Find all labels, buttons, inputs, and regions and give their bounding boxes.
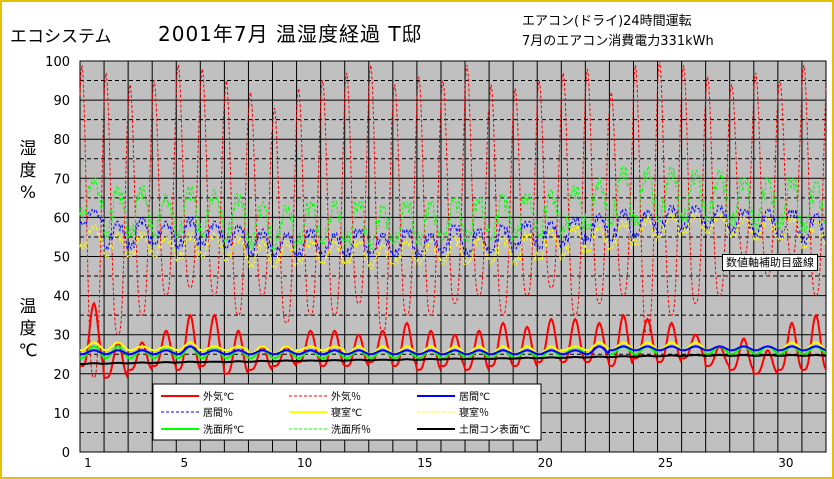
- x-tick-label: 25: [658, 456, 673, 470]
- legend-entry: 洗面所℃: [203, 424, 244, 436]
- y-tick-label: 0: [62, 446, 70, 461]
- y-tick-label: 90: [53, 94, 70, 109]
- y-tick-label: 100: [45, 55, 70, 70]
- series-line-washroom-h: [79, 166, 827, 251]
- series-lines: [79, 60, 827, 380]
- legend: 外気℃ 外気％ 居間℃ 居間％ 寝室℃ 寝室％ 洗面所℃ 洗面所％ 土間コン表面℃: [152, 383, 542, 441]
- aux-gridline-label: 数値軸補助目盛線: [722, 254, 818, 271]
- x-tick-label: 10: [297, 456, 312, 470]
- note-aircon-power: 7月のエアコン消費電力331kWh: [522, 34, 714, 49]
- y-tick-label: 30: [53, 329, 70, 344]
- x-tick-label: 1: [84, 456, 92, 470]
- legend-entry: 洗面所％: [331, 424, 371, 436]
- legend-entry: 寝室％: [459, 406, 489, 419]
- x-tick-label: 15: [417, 456, 432, 470]
- grid-lines: [80, 61, 826, 452]
- y-tick-label: 10: [53, 407, 70, 422]
- humidity-axis-label: 湿度%: [19, 139, 37, 203]
- y-tick-label: 70: [53, 172, 70, 187]
- legend-entry: 外気℃: [203, 390, 234, 403]
- y-tick-label: 80: [53, 133, 70, 148]
- legend-entry: 外気％: [331, 390, 361, 403]
- brand-label: エコシステム: [10, 27, 112, 47]
- x-tick-label: 20: [538, 456, 553, 470]
- series-line-living-h: [79, 203, 827, 259]
- legend-entry: 土間コン表面℃: [459, 423, 530, 436]
- legend-entry: 居間％: [203, 407, 233, 419]
- series-line-floor-t: [80, 354, 827, 365]
- legend-entry: 寝室℃: [331, 406, 362, 419]
- legend-box: [152, 383, 542, 441]
- series-line-bedroom-t: [79, 341, 827, 356]
- legend-entry: 居間℃: [459, 391, 490, 403]
- y-tick-label: 20: [53, 368, 70, 383]
- chart-title: 2001年7月 温湿度経過 T邸: [158, 22, 423, 46]
- temperature-axis-label: 温度 ℃: [18, 297, 38, 361]
- y-tick-label: 60: [53, 211, 70, 226]
- y-tick-label: 40: [53, 290, 70, 305]
- note-aircon-mode: エアコン(ドライ)24時間運転: [522, 14, 692, 29]
- series-line-bedroom-h: [79, 211, 827, 270]
- y-tick-label: 50: [53, 251, 70, 266]
- x-tick-label: 30: [778, 456, 793, 470]
- x-tick-label: 5: [180, 456, 188, 470]
- series-line-outdoor-t: [79, 301, 827, 380]
- series-line-living-t: [79, 345, 827, 356]
- series-line-outdoor-h: [79, 60, 827, 379]
